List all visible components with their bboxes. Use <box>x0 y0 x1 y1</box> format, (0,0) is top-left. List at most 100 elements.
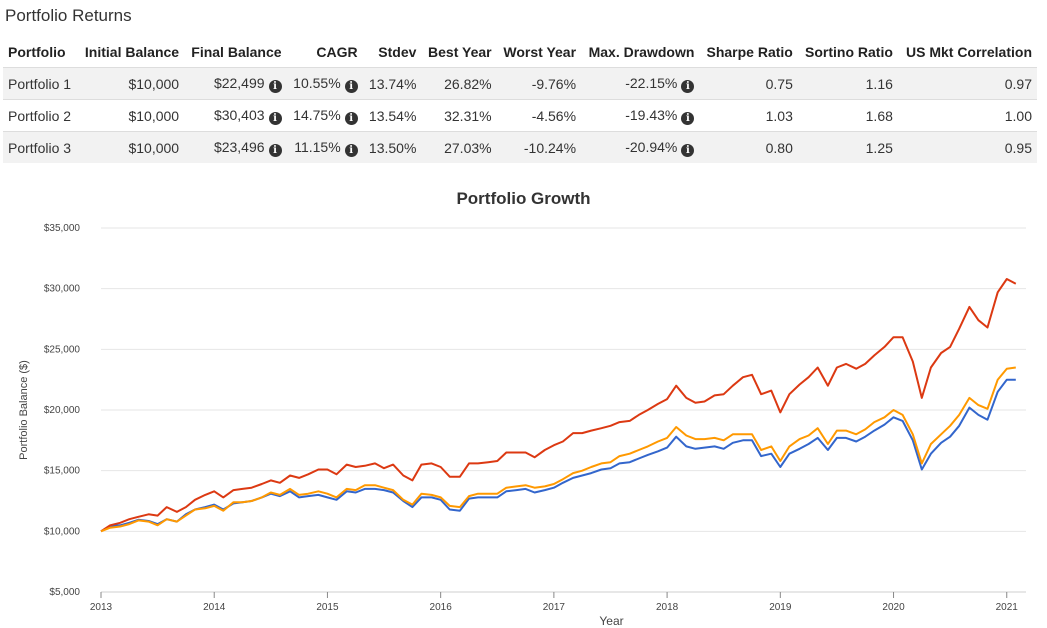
column-header[interactable]: Stdev <box>378 44 417 60</box>
table-cell: $23,496 i <box>184 131 287 163</box>
y-tick-label: $25,000 <box>44 344 81 355</box>
column-header[interactable]: CAGR <box>316 44 358 60</box>
table-cell: 13.50% <box>362 131 422 163</box>
table-cell: 27.03% <box>421 131 497 163</box>
cell-value: 0.75 <box>765 75 793 92</box>
cell-value: 1.03 <box>765 107 793 124</box>
table-cell: 32.31% <box>421 99 497 132</box>
y-tick-label: $10,000 <box>44 526 81 537</box>
chart-title: Portfolio Growth <box>456 189 591 208</box>
cell-value: 1.25 <box>865 139 893 156</box>
table-cell: 13.74% <box>362 67 422 100</box>
y-tick-label: $5,000 <box>49 587 80 598</box>
cell-value: Portfolio 3 <box>8 139 72 156</box>
cell-value: $22,499 <box>213 74 265 91</box>
info-circle-icon[interactable]: i <box>344 143 358 157</box>
column-header[interactable]: Final Balance <box>191 44 282 60</box>
cell-value: 13.50% <box>368 139 417 156</box>
info-circle-icon[interactable]: i <box>681 111 695 125</box>
info-circle-icon[interactable]: i <box>344 111 358 125</box>
table-cell: -9.76% <box>496 67 582 100</box>
info-circle-icon[interactable]: i <box>344 79 358 93</box>
table-cell: 0.75 <box>699 67 798 100</box>
table-cell: 1.25 <box>797 131 898 163</box>
cell-value: -4.56% <box>531 107 577 124</box>
cell-value: 1.68 <box>865 107 893 124</box>
x-tick-label: 2018 <box>656 602 679 613</box>
table-cell: 1.03 <box>699 99 798 132</box>
cell-value: 13.74% <box>368 75 417 92</box>
table-cell: -22.15% i <box>581 67 700 100</box>
cell-value: -10.24% <box>523 139 577 156</box>
cell-value: 10.55% <box>293 74 341 91</box>
table-cell: 13.54% <box>362 99 422 132</box>
cell-value: 0.97 <box>1004 75 1032 92</box>
section-title: Portfolio Returns <box>5 6 132 25</box>
info-circle-icon[interactable]: i <box>268 143 282 157</box>
series-line-2 <box>100 278 1017 533</box>
table-cell: 26.82% <box>421 67 497 100</box>
cell-value: -22.15% <box>625 74 678 91</box>
table-cell: -10.24% <box>496 131 582 163</box>
table-header-row: Portfolio Initial Balance Final Balance … <box>3 37 1037 68</box>
x-tick-label: 2020 <box>882 602 905 613</box>
table-cell: -19.43% i <box>581 99 700 132</box>
series-line-1 <box>100 378 1016 533</box>
table-cell: 1.68 <box>797 99 898 132</box>
column-header[interactable]: Max. Drawdown <box>588 44 695 60</box>
column-header[interactable]: Initial Balance <box>84 44 180 60</box>
table-cell: 14.75% i <box>286 99 363 132</box>
column-header[interactable]: Portfolio <box>8 44 66 60</box>
info-circle-icon[interactable]: i <box>681 79 695 93</box>
cell-value: $10,000 <box>128 75 180 92</box>
x-tick-label: 2017 <box>543 602 566 613</box>
cell-value: 11.15% <box>294 138 341 155</box>
table-cell: 0.95 <box>897 131 1037 163</box>
info-circle-icon[interactable]: i <box>268 79 282 93</box>
cell-value: 32.31% <box>444 107 492 124</box>
portfolio-name-cell: Portfolio 2 <box>3 99 78 132</box>
cell-value: Portfolio 2 <box>8 107 72 124</box>
table-body: Portfolio 1 $10,000 $22,499 i 10.55% i 13.74% 2… <box>3 67 1037 163</box>
table-cell: $10,000 <box>77 131 185 163</box>
cell-value: $10,000 <box>128 107 180 124</box>
table-cell: 11.15% i <box>286 131 363 163</box>
column-header[interactable]: Worst Year <box>503 44 577 60</box>
table-row: Portfolio 1 $10,000 $22,499 i 10.55% i 13.74% 2… <box>3 67 1037 100</box>
y-axis-label: Portfolio Balance ($) <box>18 360 30 460</box>
cell-value: -9.76% <box>531 75 577 92</box>
cell-value: 14.75% <box>293 106 341 123</box>
column-header[interactable]: Best Year <box>428 44 492 60</box>
y-tick-label: $20,000 <box>44 405 81 416</box>
table-cell: $10,000 <box>77 99 185 132</box>
x-tick-label: 2021 <box>996 602 1019 613</box>
cell-value: 26.82% <box>444 75 492 92</box>
y-tick-label: $35,000 <box>44 223 81 234</box>
column-header[interactable]: Sharpe Ratio <box>706 44 793 60</box>
cell-value: 13.54% <box>368 107 417 124</box>
info-circle-icon[interactable]: i <box>268 111 282 125</box>
info-circle-icon[interactable]: i <box>681 143 695 157</box>
table-row: Portfolio 2 $10,000 $30,403 i 14.75% i 13.54% 3… <box>3 99 1037 132</box>
table-cell: -20.94% i <box>581 131 700 163</box>
x-axis-label: Year <box>599 614 623 628</box>
portfolio-returns-table: Portfolio Initial Balance Final Balance … <box>3 37 1037 163</box>
cell-value: 0.80 <box>765 139 793 156</box>
x-tick-label: 2014 <box>203 602 226 613</box>
cell-value: $30,403 <box>213 106 265 123</box>
table-cell: $10,000 <box>77 67 185 100</box>
column-header[interactable]: Sortino Ratio <box>805 44 893 60</box>
cell-value: Portfolio 1 <box>8 75 72 92</box>
x-tick-label: 2019 <box>769 602 792 613</box>
cell-value: 0.95 <box>1004 139 1032 156</box>
column-header[interactable]: US Mkt Correlation <box>905 44 1032 60</box>
table-cell: 0.97 <box>897 67 1037 100</box>
table-cell: $30,403 i <box>184 99 287 132</box>
cell-value: $23,496 <box>213 138 265 155</box>
cell-value: -19.43% <box>625 106 678 123</box>
x-tick-label: 2016 <box>430 602 453 613</box>
x-tick-label: 2013 <box>90 602 113 613</box>
y-tick-label: $30,000 <box>44 284 81 295</box>
cell-value: 27.03% <box>444 139 492 156</box>
